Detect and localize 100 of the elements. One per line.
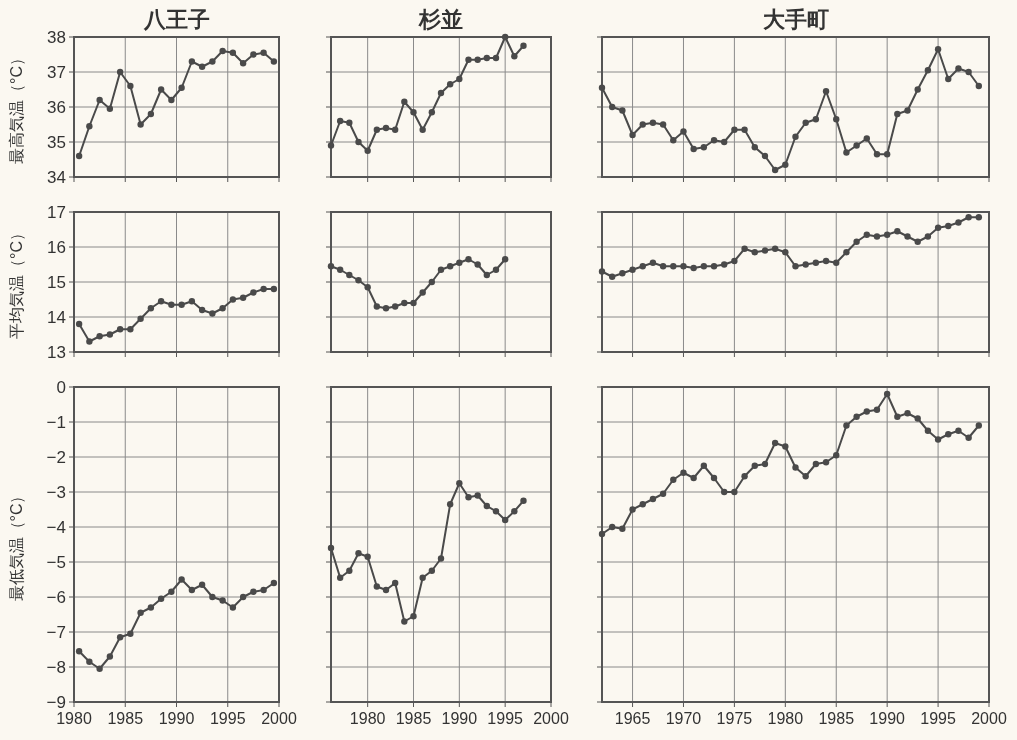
point [346, 271, 353, 279]
point [914, 86, 921, 93]
point [492, 508, 500, 515]
point [446, 81, 454, 88]
y-tick-label: 14 [47, 308, 66, 327]
point [157, 595, 165, 602]
point [446, 263, 454, 270]
point [229, 604, 237, 611]
point [250, 51, 257, 58]
point [741, 245, 748, 252]
y-tick-label: 34 [47, 168, 66, 187]
point [833, 116, 840, 123]
point [771, 439, 779, 447]
point [710, 263, 718, 270]
point [492, 266, 500, 273]
point [327, 263, 335, 270]
point [761, 152, 769, 160]
point [731, 488, 738, 496]
y-tick-label: 35 [47, 133, 66, 152]
point [239, 294, 247, 301]
point [270, 58, 278, 65]
chart-title: 八王子 [142, 7, 210, 32]
point [598, 84, 606, 91]
point [914, 415, 921, 422]
y-tick-label: 36 [47, 98, 66, 117]
point [598, 530, 606, 538]
point [127, 630, 134, 637]
x-tick-label: 1995 [209, 710, 246, 727]
point [355, 277, 362, 284]
point [147, 110, 155, 118]
point [639, 501, 646, 508]
point [975, 422, 983, 429]
point [410, 109, 417, 116]
point [106, 653, 114, 660]
point [608, 523, 616, 531]
point [270, 579, 278, 587]
point [924, 427, 932, 434]
point [608, 273, 616, 280]
point [96, 665, 103, 672]
y-tick-label: 13 [47, 343, 66, 362]
point [822, 459, 830, 466]
point [741, 473, 748, 480]
point [260, 49, 267, 56]
point [721, 138, 728, 146]
point [771, 166, 779, 174]
x-tick-label: 1995 [487, 710, 524, 727]
point [690, 264, 697, 272]
point [792, 133, 799, 140]
point [904, 233, 911, 240]
point [157, 86, 165, 93]
point [904, 107, 911, 114]
x-tick-label: 2000 [261, 710, 297, 727]
point [391, 303, 399, 310]
point [863, 135, 870, 142]
point [456, 480, 463, 487]
point [904, 410, 911, 417]
y-tick-label: −8 [46, 658, 66, 677]
x-tick-label: 1985 [818, 710, 855, 727]
point [833, 452, 840, 459]
point [419, 126, 426, 133]
y-tick-label: 16 [47, 238, 66, 257]
point [649, 119, 657, 126]
y-axis-title: 平均気温（°C） [8, 225, 25, 339]
point [934, 436, 942, 443]
point [812, 116, 820, 123]
point [483, 271, 491, 279]
point [75, 152, 83, 160]
y-axis-title: 最低気温（°C） [8, 487, 25, 602]
point [137, 121, 144, 128]
x-tick-label: 1990 [441, 710, 478, 727]
point [137, 315, 144, 322]
point [465, 494, 472, 501]
point [511, 508, 518, 515]
point [401, 98, 408, 105]
point [894, 110, 901, 118]
point [629, 506, 636, 513]
point [731, 126, 738, 133]
point [465, 256, 472, 263]
point [465, 56, 472, 63]
point [106, 331, 114, 338]
point [157, 298, 165, 305]
point [270, 285, 278, 293]
point [802, 119, 809, 126]
point [364, 553, 371, 560]
point [965, 434, 972, 441]
point [229, 296, 237, 303]
point [731, 257, 738, 265]
x-tick-label: 1990 [158, 710, 195, 727]
point [116, 326, 124, 333]
point [782, 443, 789, 450]
point [639, 263, 646, 270]
point [782, 161, 789, 168]
point [619, 270, 626, 277]
point [690, 474, 697, 482]
point [446, 501, 454, 508]
point [690, 145, 697, 153]
y-tick-label: 0 [56, 378, 66, 397]
point [700, 462, 708, 469]
point [792, 263, 799, 270]
point [437, 555, 445, 562]
